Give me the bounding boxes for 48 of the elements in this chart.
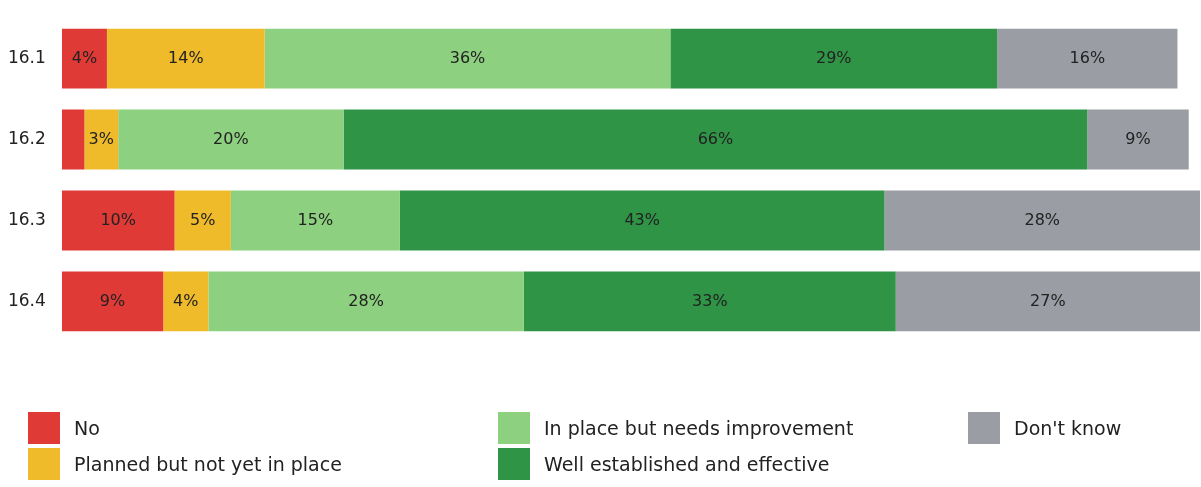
data-label: 28% — [1024, 209, 1061, 229]
data-label: 4% — [173, 290, 199, 310]
bar — [106, 28, 265, 89]
legend-label: No — [74, 417, 100, 439]
y-tick-label: 16.2 — [7, 127, 46, 148]
data-label: 4% — [71, 47, 98, 67]
bar — [163, 271, 209, 332]
bar — [895, 271, 1200, 332]
data-label: 27% — [1030, 290, 1066, 310]
bar — [118, 109, 344, 170]
data-label: 66% — [697, 128, 734, 148]
bar — [399, 190, 885, 251]
bar — [61, 28, 107, 89]
bar — [997, 28, 1178, 89]
bar — [174, 190, 231, 251]
data-label: 10% — [100, 209, 136, 229]
y-tick-label: 16.4 — [7, 289, 46, 310]
data-label: 15% — [297, 209, 334, 229]
data-label: 43% — [624, 209, 660, 229]
bar — [61, 109, 85, 170]
bar — [343, 109, 1088, 170]
data-label: 20% — [213, 128, 249, 148]
bar — [670, 28, 998, 89]
bar — [1087, 109, 1189, 170]
data-label: 16% — [1069, 47, 1106, 67]
data-label: 14% — [168, 47, 204, 67]
data-label: 28% — [348, 290, 384, 310]
data-label: 9% — [99, 290, 126, 310]
data-label: 33% — [692, 290, 728, 310]
data-label: 36% — [449, 47, 486, 67]
data-label: 5% — [190, 209, 216, 229]
y-tick-label: 16.1 — [7, 47, 46, 68]
data-label: 9% — [1125, 128, 1151, 148]
data-label: 29% — [815, 47, 852, 67]
bar — [61, 271, 164, 332]
bar — [884, 190, 1200, 251]
bar — [230, 190, 400, 251]
legend-label: Well established and effective — [544, 453, 830, 475]
bar — [208, 271, 524, 332]
bar — [61, 190, 175, 251]
bar — [264, 28, 671, 89]
data-label: 3% — [88, 128, 114, 148]
y-tick-label: 16.3 — [7, 208, 46, 229]
legend-label: Planned but not yet in place — [74, 453, 342, 475]
bar — [523, 271, 896, 332]
legend-label: In place but needs improvement — [544, 417, 854, 439]
legend-label: Don't know — [1014, 417, 1122, 439]
bar — [84, 109, 119, 170]
